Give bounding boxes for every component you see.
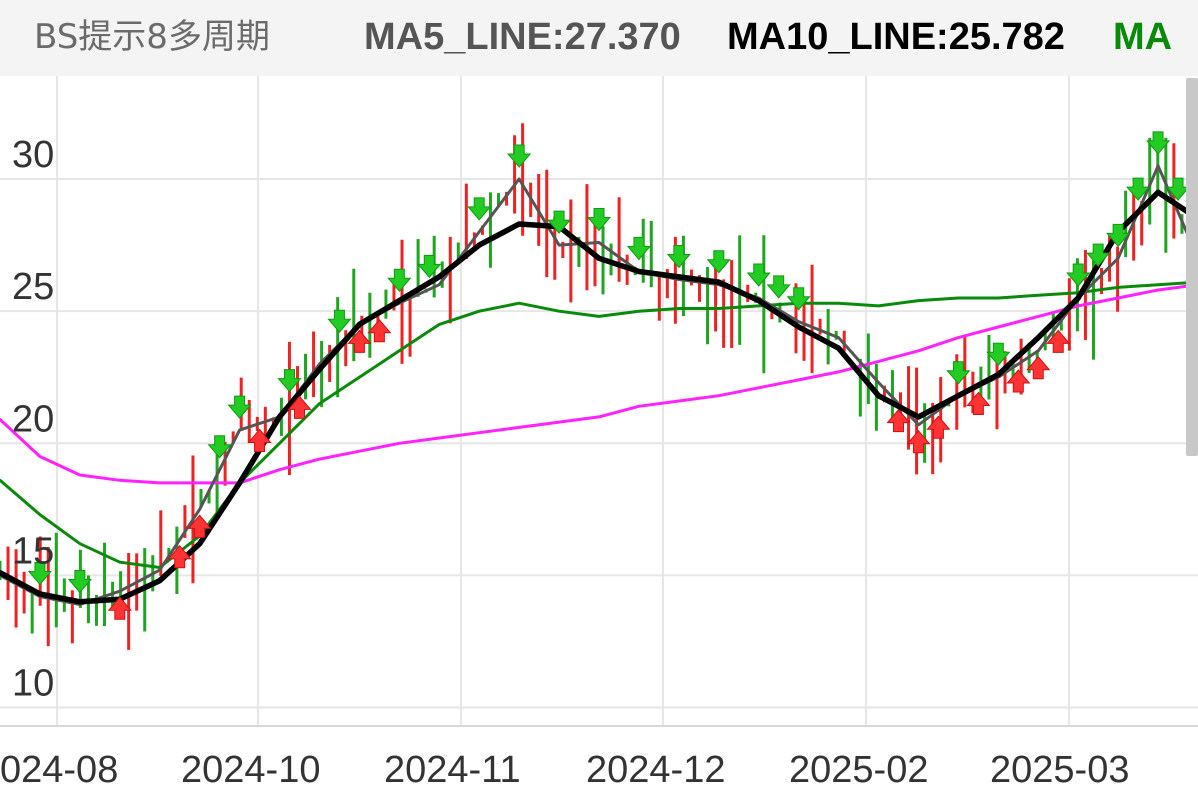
y-tick-label: 25 xyxy=(12,266,54,308)
buy-arrow-11 xyxy=(1007,370,1029,392)
y-tick-label: 10 xyxy=(12,663,54,705)
buy-arrow-9 xyxy=(927,416,949,438)
sell-arrow-16 xyxy=(768,276,790,298)
x-tick-label: 2024-11 xyxy=(384,749,521,791)
y-tick-label: 30 xyxy=(12,134,54,176)
sell-arrow-11 xyxy=(588,208,610,230)
kline-chart[interactable]: 30 25 20 15 10 024-08 2024-10 2024-11 2024-12 20… xyxy=(0,76,1198,797)
sell-arrow-6 xyxy=(388,269,410,291)
signal-arrows xyxy=(29,132,1189,619)
buy-arrow-6 xyxy=(368,320,390,342)
indicator-title[interactable]: BS提示὾8多周期 xyxy=(34,14,270,60)
ma5-readout: MA5_LINE:27.370 xyxy=(364,14,681,60)
sell-arrow-3 xyxy=(229,396,251,418)
x-tick-label: 2025-02 xyxy=(789,749,928,791)
ma10-readout: MA10_LINE:25.782 xyxy=(727,14,1065,60)
grid xyxy=(0,76,1198,726)
x-axis-labels: 024-08 2024-10 2024-11 2024-12 2025-02 2025-0… xyxy=(0,749,1129,791)
sell-arrow-5 xyxy=(328,310,350,332)
sell-arrow-15 xyxy=(748,264,770,286)
sell-arrow-12 xyxy=(628,238,650,260)
y-tick-label: 20 xyxy=(12,398,54,440)
sell-arrow-9 xyxy=(508,145,530,167)
x-tick-label: 024-08 xyxy=(0,749,118,791)
ma-mid-line xyxy=(0,282,1198,567)
y-tick-label: 15 xyxy=(12,530,54,572)
buy-arrow-8 xyxy=(907,431,929,453)
sell-arrow-7 xyxy=(418,255,440,277)
sell-arrow-17 xyxy=(788,288,810,310)
sell-arrow-8 xyxy=(468,198,490,220)
x-tick-label: 2024-12 xyxy=(586,749,725,791)
x-tick-label: 2024-10 xyxy=(181,749,320,791)
buy-arrow-10 xyxy=(967,392,989,414)
x-tick-label: 2025-03 xyxy=(990,749,1129,791)
ma-more-readout: MA xyxy=(1113,14,1172,60)
vertical-scrollbar[interactable] xyxy=(1186,78,1198,456)
sell-arrow-13 xyxy=(668,245,690,267)
sell-arrow-14 xyxy=(708,251,730,273)
indicator-header: BS提示὾8多周期 MA5_LINE:27.370 MA10_LINE:25.7… xyxy=(0,0,1198,76)
